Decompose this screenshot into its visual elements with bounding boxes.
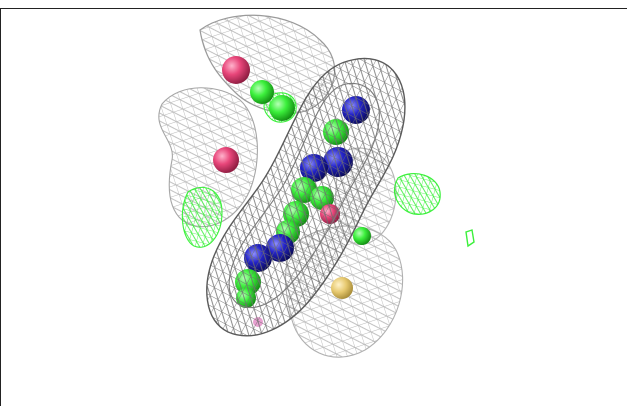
carbon-atom[interactable] xyxy=(353,227,371,245)
sulfur-atom[interactable] xyxy=(331,277,353,299)
oxygen-atom[interactable] xyxy=(222,56,250,84)
top-border-line xyxy=(0,8,627,9)
carbon-atom[interactable] xyxy=(250,80,274,104)
density-mesh-left-lobe xyxy=(158,87,258,228)
difference-map-mesh-left xyxy=(181,186,223,248)
carbon-atom[interactable] xyxy=(269,95,295,121)
left-border-line xyxy=(0,8,1,406)
difference-map-mesh-right xyxy=(393,173,441,215)
density-mesh-ligand-cage xyxy=(206,57,406,337)
difference-map-mesh-small xyxy=(465,229,475,248)
density-mesh-ligand-inner xyxy=(228,82,380,309)
oxygen-atom[interactable] xyxy=(213,147,239,173)
